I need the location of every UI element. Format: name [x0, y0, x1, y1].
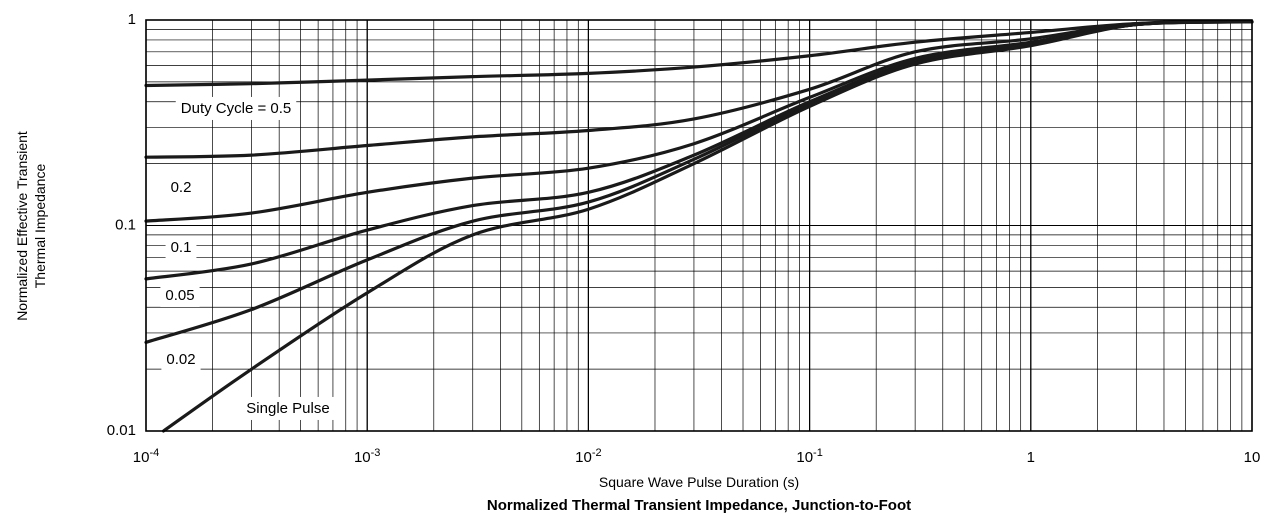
- series-labels: Duty Cycle = 0.5 0.2 0.1 0.05 0.02 Single Pul…: [160, 96, 335, 420]
- series-lines: [144, 20, 1254, 433]
- x-tick-label: 10-1: [796, 447, 822, 466]
- y-axis-title-line-2: Thermal Impedance: [32, 163, 48, 288]
- y-tick-label: 0.01: [107, 422, 136, 439]
- series-label: Single Pulse: [241, 396, 335, 420]
- series-label: Duty Cycle = 0.5: [175, 96, 297, 120]
- tick-labels: 10-4 10-3 10-2 10-1 1 10 0.01 0.1 1: [107, 11, 1261, 466]
- series-label-bg: [165, 175, 197, 199]
- series-line: [144, 20, 1254, 344]
- series-label: 0.05: [160, 283, 200, 307]
- series-line: [144, 20, 1254, 159]
- series-label-bg: [161, 347, 201, 371]
- series-label: 0.02: [161, 347, 201, 371]
- series-label-bg: [160, 283, 200, 307]
- series-label-text: 0.1: [171, 239, 192, 256]
- series-line: [161, 20, 1254, 433]
- series-label-text: Duty Cycle = 0.5: [181, 100, 291, 117]
- x-tick-label: 10-3: [354, 447, 380, 466]
- series-line: [144, 20, 1254, 88]
- y-tick-label: 0.1: [115, 216, 136, 233]
- series-label-text: 0.02: [166, 351, 195, 368]
- x-tick-label: 10: [1244, 449, 1261, 466]
- series-label: 0.2: [165, 175, 197, 199]
- series-label-text: Single Pulse: [246, 400, 329, 417]
- y-axis-title: Normalized Effective Transient Thermal I…: [0, 0, 48, 321]
- series-label-text: 0.2: [171, 179, 192, 196]
- series-label-bg: [165, 235, 197, 259]
- y-tick-label: 1: [128, 11, 136, 28]
- x-axis-title: Square Wave Pulse Duration (s): [598, 474, 800, 490]
- x-tick-label: 10-4: [133, 447, 159, 466]
- series-label-text: 0.05: [165, 287, 194, 304]
- x-tick-label: 1: [1027, 449, 1035, 466]
- series-label-bg: [175, 96, 297, 120]
- y-axis-title-line-1: Normalized Effective Transient: [14, 130, 30, 321]
- series-label-bg: [241, 396, 335, 420]
- x-tick-label: 10-2: [575, 447, 601, 466]
- series-label: 0.1: [165, 235, 197, 259]
- plot-frame: [145, 19, 1253, 432]
- chart-title: Normalized Thermal Transient Impedance, …: [486, 497, 912, 514]
